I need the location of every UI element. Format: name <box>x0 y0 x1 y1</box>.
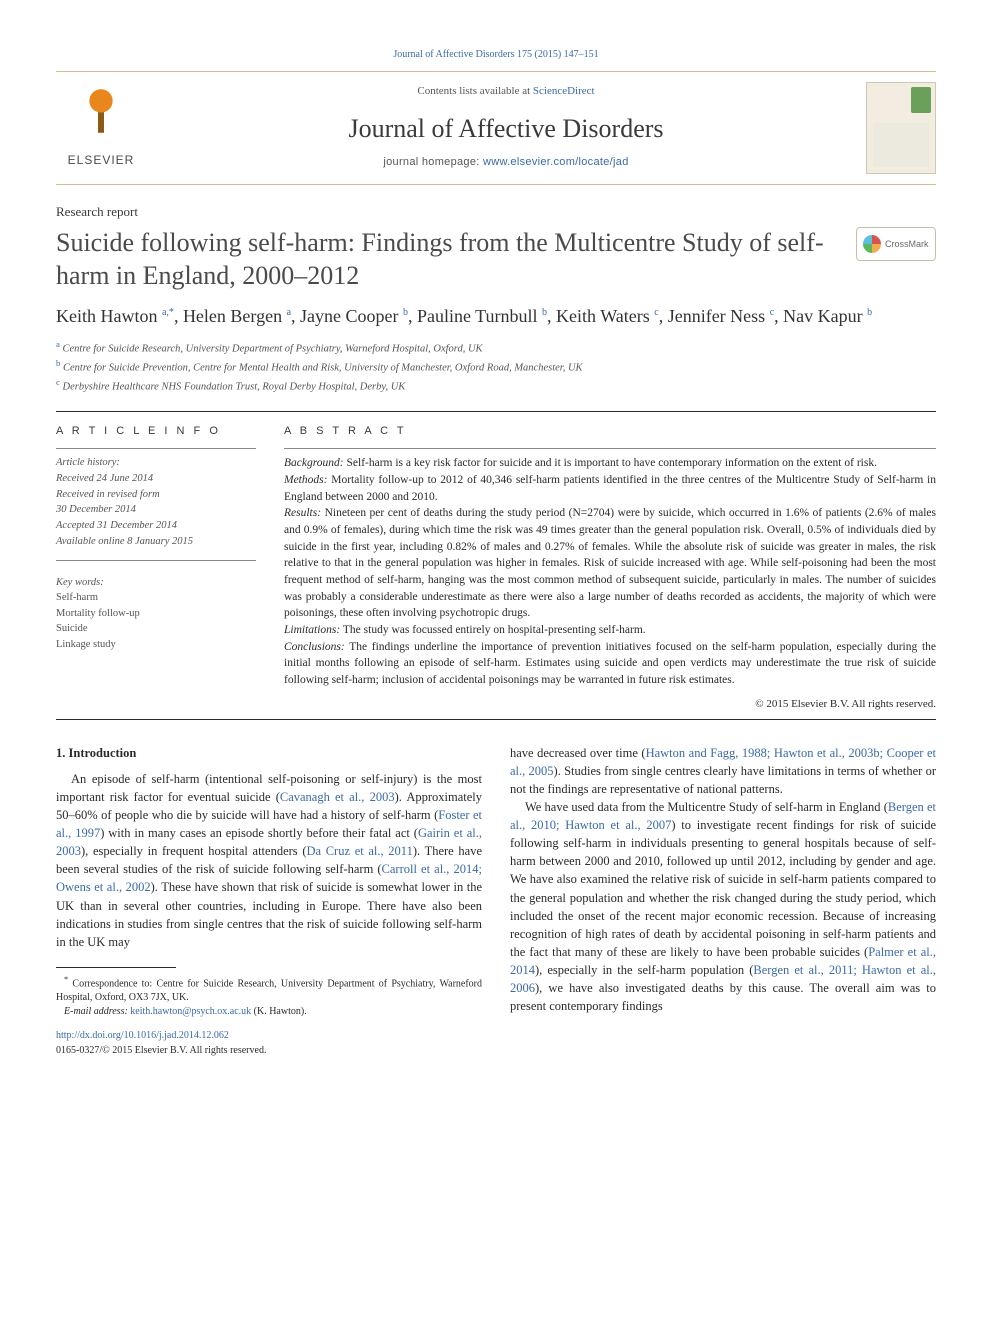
history-4: Available online 8 January 2015 <box>56 534 256 550</box>
doi-block: http://dx.doi.org/10.1016/j.jad.2014.12.… <box>56 1029 482 1058</box>
kw-3: Linkage study <box>56 637 256 653</box>
correspondence-footnote: * Correspondence to: Centre for Suicide … <box>56 974 482 1019</box>
crossmark-badge[interactable]: CrossMark <box>856 227 936 261</box>
journal-cover-thumb <box>866 82 936 174</box>
keywords-label: Key words: <box>56 575 256 590</box>
article-title: Suicide following self-harm: Findings fr… <box>56 227 844 292</box>
publisher-name: ELSEVIER <box>68 152 135 169</box>
abstract-head: A B S T R A C T <box>284 424 936 440</box>
history-2: 30 December 2014 <box>56 502 256 518</box>
header-center: Contents lists available at ScienceDirec… <box>146 84 866 172</box>
article-info-col: A R T I C L E I N F O Article history: R… <box>56 424 256 712</box>
journal-ref-bar: Journal of Affective Disorders 175 (2015… <box>56 48 936 63</box>
article-info-head: A R T I C L E I N F O <box>56 424 256 440</box>
crossmark-label: CrossMark <box>885 238 929 251</box>
footnote-rule <box>56 967 176 968</box>
kw-2: Suicide <box>56 621 256 637</box>
intro-p1-cont: have decreased over time (Hawton and Fag… <box>510 744 936 798</box>
history-1: Received in revised form <box>56 487 256 503</box>
doi-link[interactable]: http://dx.doi.org/10.1016/j.jad.2014.12.… <box>56 1030 229 1041</box>
meta-abstract-row: A R T I C L E I N F O Article history: R… <box>56 424 936 712</box>
cite-dacruz[interactable]: Da Cruz et al., 2011 <box>306 844 412 858</box>
contents-line: Contents lists available at ScienceDirec… <box>146 84 866 100</box>
page: Journal of Affective Disorders 175 (2015… <box>0 0 992 1098</box>
article-type: Research report <box>56 203 936 222</box>
abstract-col: A B S T R A C T Background: Self-harm is… <box>284 424 936 712</box>
journal-ref-link[interactable]: Journal of Affective Disorders 175 (2015… <box>393 49 598 60</box>
abs-methods: Methods: Mortality follow-up to 2012 of … <box>284 472 936 505</box>
homepage-link[interactable]: www.elsevier.com/locate/jad <box>483 156 629 168</box>
publisher-logo-block: ELSEVIER <box>56 86 146 169</box>
affil-b: Centre for Suicide Prevention, Centre fo… <box>63 362 583 373</box>
abs-background: Background: Self-harm is a key risk fact… <box>284 455 936 472</box>
body-columns: 1. Introduction An episode of self-harm … <box>56 744 936 1059</box>
intro-p2: We have used data from the Multicentre S… <box>510 798 936 1016</box>
intro-p1: An episode of self-harm (intentional sel… <box>56 770 482 951</box>
divider <box>56 719 936 720</box>
history-0: Received 24 June 2014 <box>56 471 256 487</box>
kw-1: Mortality follow-up <box>56 606 256 622</box>
corr-email-link[interactable]: keith.hawton@psych.ox.ac.uk <box>130 1006 251 1017</box>
section-1-head: 1. Introduction <box>56 744 482 762</box>
homepage-line: journal homepage: www.elsevier.com/locat… <box>146 155 866 171</box>
abs-limitations: Limitations: The study was focussed enti… <box>284 622 936 639</box>
affil-c: Derbyshire Healthcare NHS Foundation Tru… <box>63 382 406 393</box>
divider <box>56 411 936 412</box>
cite-cavanagh[interactable]: Cavanagh et al., 2003 <box>280 790 395 804</box>
abstract-copyright: © 2015 Elsevier B.V. All rights reserved… <box>284 697 936 713</box>
homepage-prefix: journal homepage: <box>383 156 483 168</box>
authors: Keith Hawton a,*, Helen Bergen a, Jayne … <box>56 304 936 329</box>
sciencedirect-link[interactable]: ScienceDirect <box>533 85 595 97</box>
affil-a: Centre for Suicide Research, University … <box>63 343 483 354</box>
issn-copyright: 0165-0327/© 2015 Elsevier B.V. All right… <box>56 1045 266 1056</box>
elsevier-tree-icon <box>70 86 132 148</box>
history-label: Article history: <box>56 455 256 471</box>
history-3: Accepted 31 December 2014 <box>56 518 256 534</box>
title-row: Suicide following self-harm: Findings fr… <box>56 227 936 292</box>
kw-0: Self-harm <box>56 590 256 606</box>
abs-conclusions: Conclusions: The findings underline the … <box>284 639 936 689</box>
journal-header: ELSEVIER Contents lists available at Sci… <box>56 71 936 185</box>
contents-prefix: Contents lists available at <box>417 85 532 97</box>
affiliations: a Centre for Suicide Research, Universit… <box>56 338 936 396</box>
crossmark-icon <box>863 235 881 253</box>
journal-name: Journal of Affective Disorders <box>146 110 866 148</box>
abs-results: Results: Nineteen per cent of deaths dur… <box>284 505 936 622</box>
